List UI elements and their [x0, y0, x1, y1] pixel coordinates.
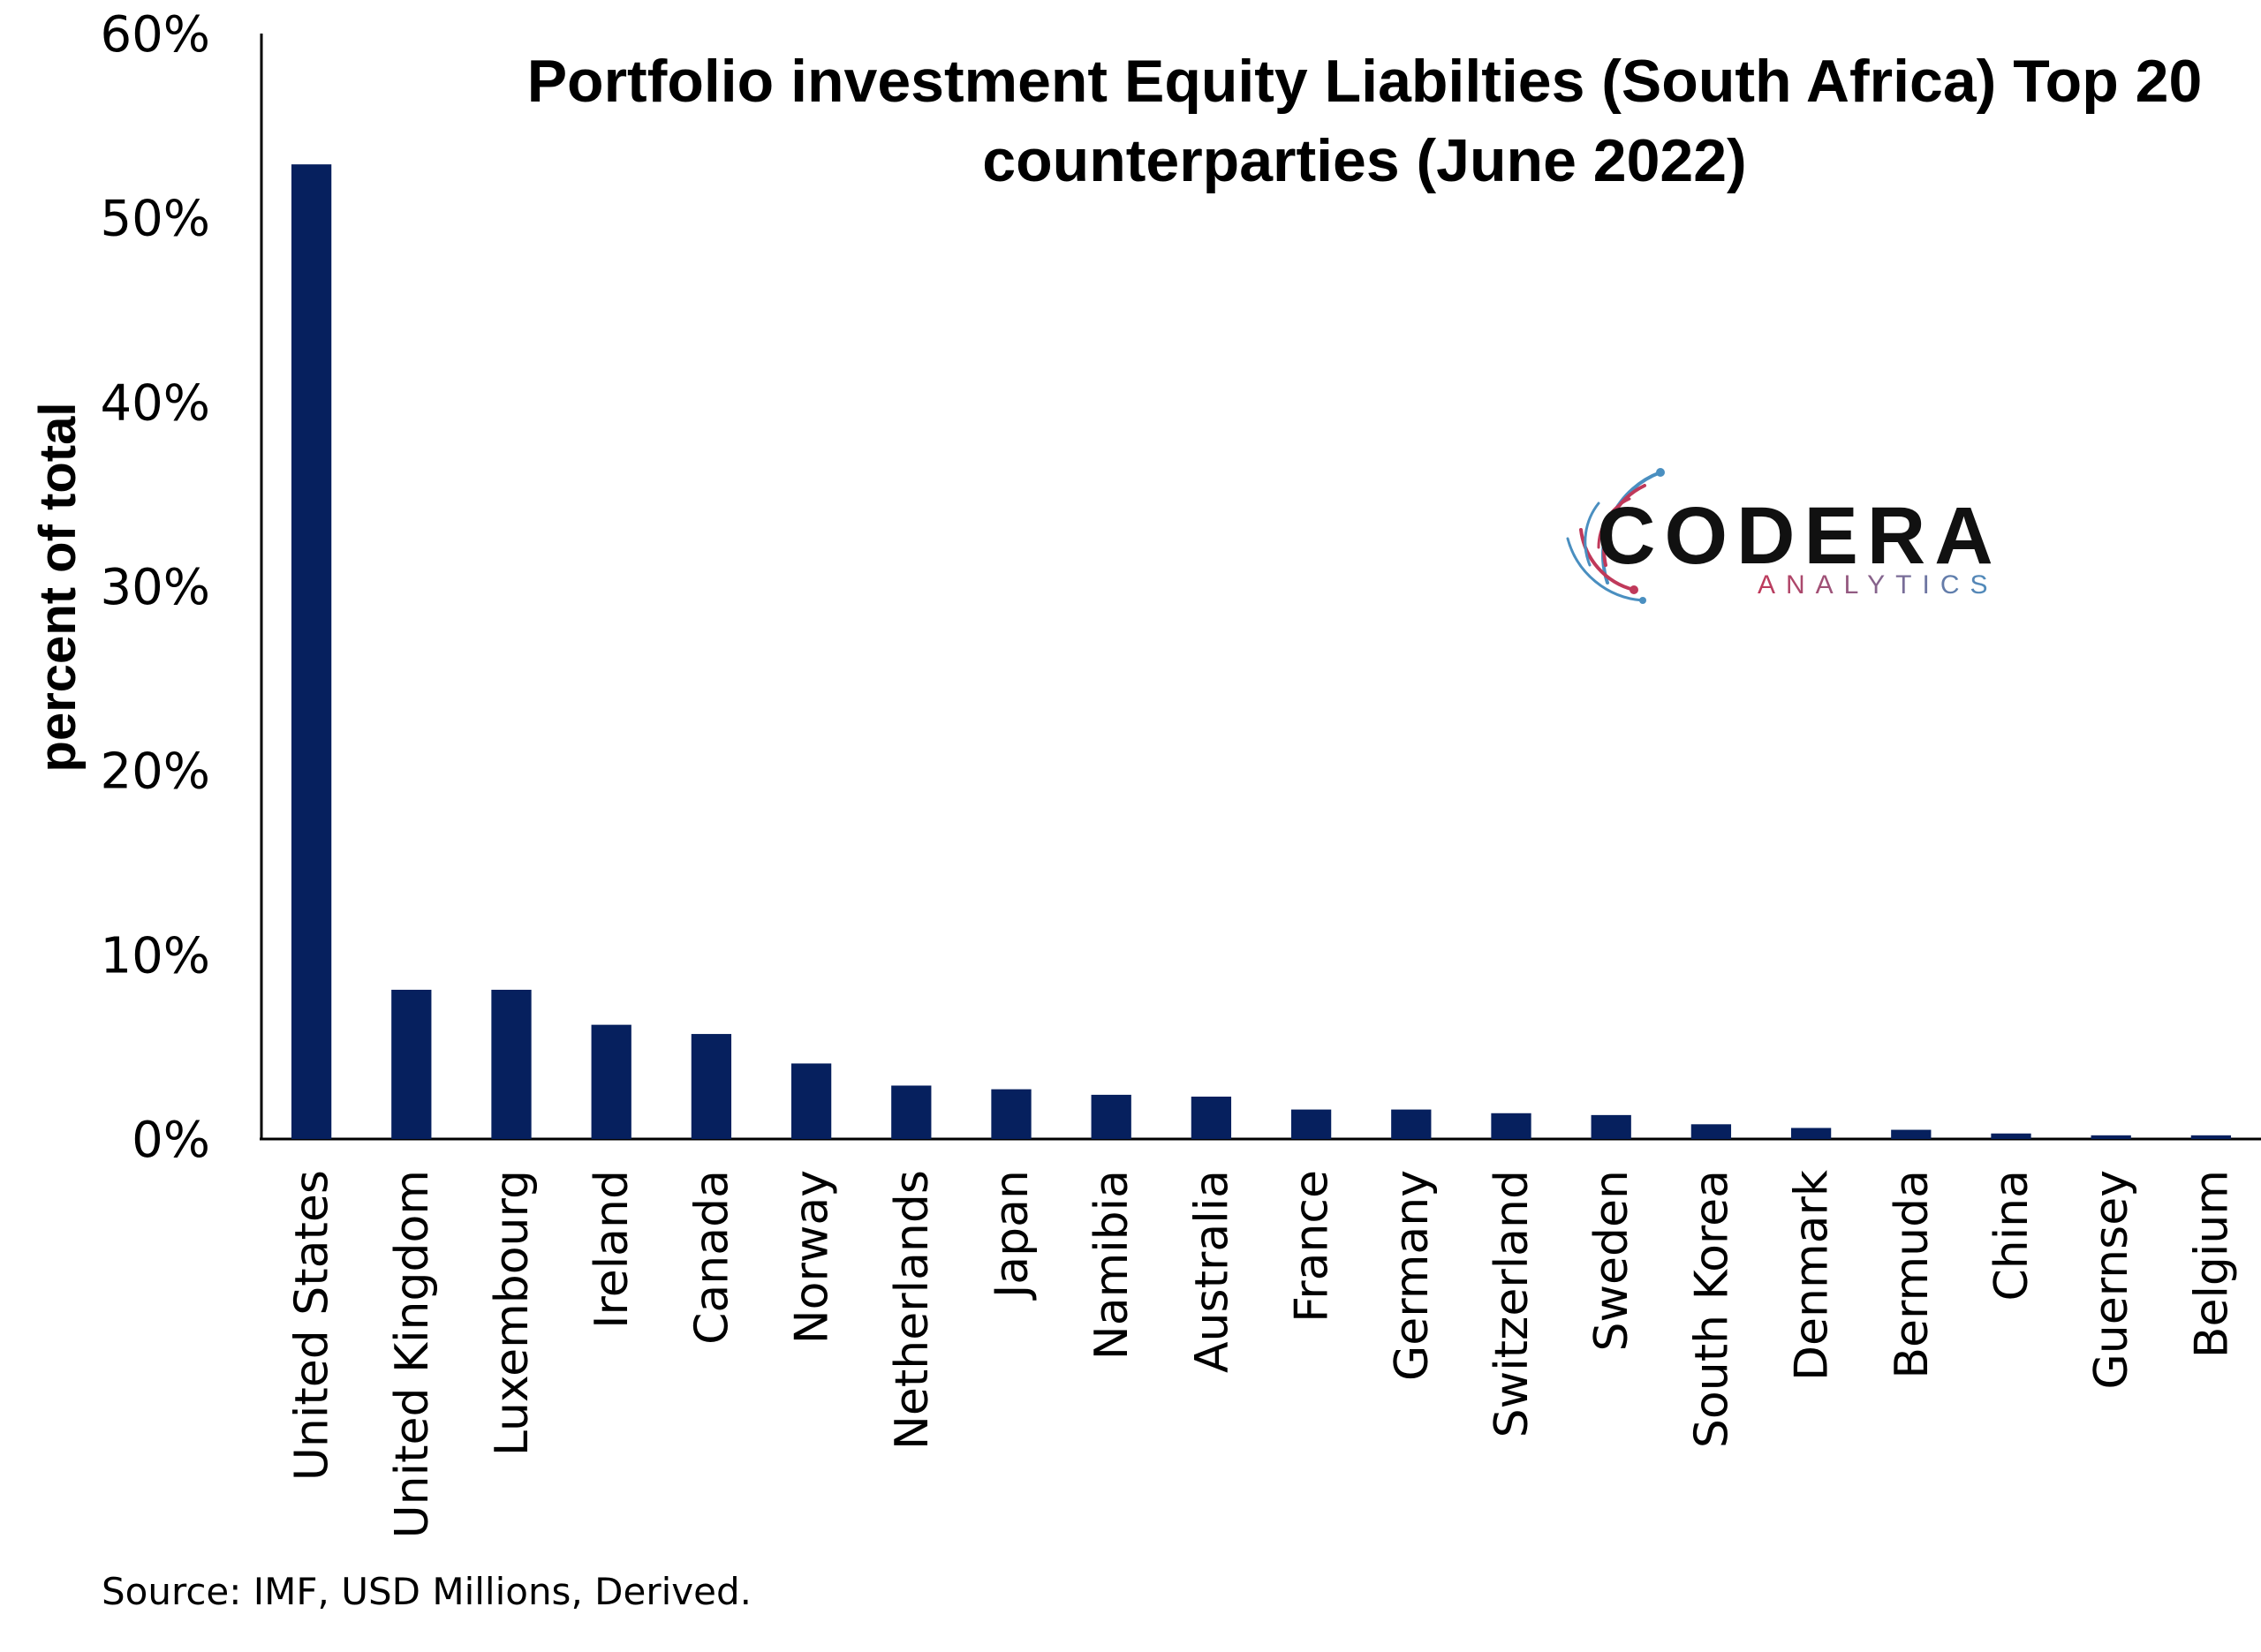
y-tick-labels: 0% 10% 20% 30% 40% 50% 60%: [101, 6, 210, 1169]
bar: [491, 989, 532, 1139]
y-tick-label: 0%: [132, 1112, 210, 1169]
chart-title-line-2: counterparties (June 2022): [982, 127, 1746, 194]
x-tick-label: Bermuda: [1886, 1170, 1939, 1379]
x-tick-label: South Korea: [1685, 1170, 1738, 1448]
y-tick-label: 10%: [101, 927, 210, 984]
bar: [1491, 1113, 1531, 1139]
bar: [1591, 1114, 1631, 1139]
x-tick-label: Japan: [986, 1170, 1039, 1301]
x-tick-label: Sweden: [1585, 1170, 1638, 1352]
x-tick-label: United States: [286, 1170, 339, 1481]
x-tick-label: Canada: [685, 1170, 738, 1345]
bar: [291, 164, 332, 1140]
source-note: Source: IMF, USD Millions, Derived.: [102, 1570, 752, 1613]
bar: [1091, 1094, 1131, 1139]
y-tick-label: 50%: [101, 191, 210, 248]
x-tick-label: Netherlands: [886, 1170, 939, 1450]
x-tick-label: Luxembourg: [486, 1170, 539, 1456]
x-tick-label: Norway: [786, 1170, 839, 1344]
bar: [391, 989, 432, 1139]
bar: [891, 1085, 932, 1139]
y-tick-label: 30%: [101, 559, 210, 616]
bar: [1891, 1129, 1932, 1139]
x-tick-label: Switzerland: [1486, 1170, 1539, 1437]
bar: [2091, 1135, 2131, 1139]
y-tick-label: 20%: [101, 743, 210, 801]
y-tick-label: 40%: [101, 374, 210, 432]
chart-title-line-1: Portfolio investment Equity Liabilties (…: [527, 48, 2203, 115]
logo-tagline: ANALYTICS: [1758, 570, 1999, 600]
y-tick-label: 60%: [101, 6, 210, 64]
logo-name: CODERA: [1597, 491, 2002, 581]
bar: [991, 1089, 1032, 1139]
bar: [2190, 1135, 2232, 1139]
bar: [1191, 1097, 1232, 1139]
bar: [1790, 1128, 1832, 1139]
x-tick-labels: United States United Kingdom Luxembourg Ire…: [286, 1170, 2239, 1538]
bars: [291, 164, 2232, 1140]
bar: [1290, 1109, 1332, 1139]
x-tick-label: Germany: [1386, 1170, 1439, 1381]
x-tick-label: Denmark: [1786, 1170, 1839, 1381]
x-tick-label: France: [1286, 1170, 1339, 1323]
codera-logo: CODERA ANALYTICS: [1566, 468, 2002, 604]
logo-arc-icon: [1566, 468, 1665, 604]
bar: [1991, 1133, 2031, 1139]
bar: [691, 1034, 732, 1139]
bar: [1391, 1109, 1432, 1139]
x-tick-label: Belgium: [2185, 1170, 2238, 1358]
bar: [1690, 1124, 1732, 1139]
x-tick-label: Guernsey: [2085, 1170, 2138, 1390]
x-tick-label: Namibia: [1085, 1170, 1138, 1360]
x-tick-label: United Kingdom: [386, 1170, 439, 1538]
bar: [591, 1024, 631, 1139]
x-tick-label: China: [1985, 1170, 2038, 1301]
x-tick-label: Ireland: [586, 1170, 639, 1329]
y-axis-label: percent of total: [29, 403, 87, 773]
bar: [790, 1063, 832, 1139]
x-tick-label: Australia: [1185, 1170, 1238, 1373]
